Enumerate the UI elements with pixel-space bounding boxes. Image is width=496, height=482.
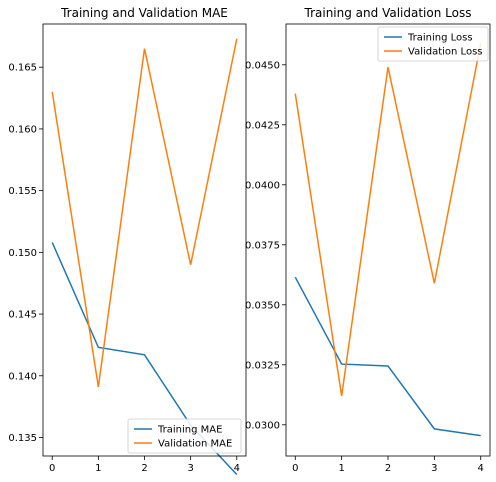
y-tick-label: 0.165 (8, 63, 37, 74)
y-tick-label: 0.0325 (245, 360, 280, 371)
legend-entry: Validation Loss (408, 47, 483, 58)
y-tick-label: 0.150 (8, 248, 37, 259)
x-tick-label: 2 (141, 463, 147, 474)
y-tick-label: 0.0425 (245, 120, 280, 131)
loss-plot-area (285, 23, 491, 457)
legend-entry: Validation MAE (158, 439, 232, 450)
x-tick-label: 3 (431, 463, 437, 474)
y-tick-label: 0.0350 (245, 300, 280, 311)
mae-legend: Training MAE Validation MAE (127, 418, 242, 454)
x-tick-label: 4 (234, 463, 240, 474)
y-tick-label: 0.0375 (245, 240, 280, 251)
y-tick-label: 0.0400 (245, 180, 280, 191)
mae-plot-area (42, 23, 247, 457)
x-tick-label: 1 (338, 463, 344, 474)
series-line-validation (294, 43, 482, 397)
x-tick-label: 0 (49, 463, 55, 474)
loss-chart-title: Training and Validation Loss (304, 6, 472, 20)
x-tick-label: 1 (95, 463, 101, 474)
x-tick-label: 0 (292, 463, 298, 474)
y-tick-label: 0.0300 (245, 420, 280, 431)
mae-chart-title: Training and Validation MAE (60, 6, 228, 20)
x-tick-label: 4 (478, 463, 484, 474)
y-tick-label: 0.140 (8, 371, 37, 382)
legend-entry: Training MAE (157, 425, 222, 436)
legend-box (127, 418, 242, 454)
y-tick-label: 0.160 (8, 124, 37, 135)
y-tick-label: 0.135 (8, 433, 37, 444)
y-tick-label: 0.155 (8, 186, 37, 197)
loss-legend: Training Loss Validation Loss (377, 26, 489, 62)
x-tick-label: 2 (385, 463, 391, 474)
series-line-validation (51, 38, 238, 387)
legend-entry: Training Loss (407, 33, 473, 44)
loss-subplot: Training and Validation Loss 0 1 2 3 4 0.030… (245, 6, 491, 474)
x-tick-label: 3 (187, 463, 193, 474)
y-tick-label: 0.0450 (245, 60, 280, 71)
mae-subplot: Training and Validation MAE 0 1 2 3 4 0.135 0… (8, 6, 247, 476)
series-line-training (294, 276, 481, 437)
legend-box (377, 26, 489, 62)
y-tick-label: 0.145 (8, 310, 37, 321)
